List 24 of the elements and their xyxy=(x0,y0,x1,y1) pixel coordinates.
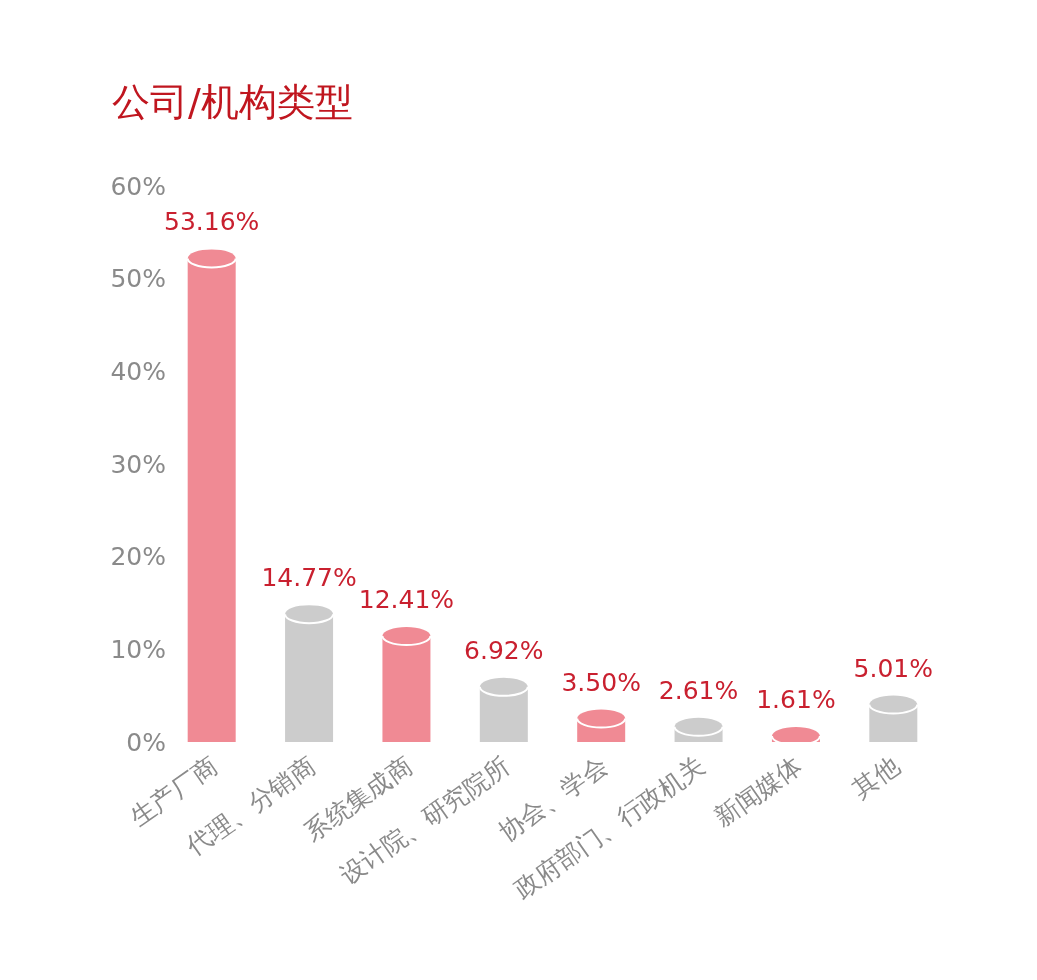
data-label: 6.92% xyxy=(464,635,544,665)
y-tick-label: 10% xyxy=(110,635,166,665)
data-label: 12.41% xyxy=(358,585,455,614)
y-tick-label: 50% xyxy=(110,264,166,294)
bar xyxy=(479,677,528,742)
bar xyxy=(285,605,334,742)
y-tick-label: 60% xyxy=(110,171,166,201)
bar xyxy=(869,695,918,742)
bar xyxy=(187,249,236,742)
y-tick-label: 40% xyxy=(110,357,166,387)
y-tick-label: 30% xyxy=(110,449,166,479)
x-tick-label: 其他 xyxy=(847,751,905,804)
data-label: 53.16% xyxy=(164,207,260,237)
bar xyxy=(577,709,626,742)
chart-title: 公司/机构类型 xyxy=(112,80,353,124)
data-label: 3.50% xyxy=(561,667,641,697)
data-label: 2.61% xyxy=(658,675,739,705)
data-label: 5.01% xyxy=(853,653,934,683)
y-tick-label: 20% xyxy=(110,542,166,572)
bar xyxy=(382,627,431,742)
x-tick-label: 新闻媒体 xyxy=(708,751,808,833)
y-tick-label: 0% xyxy=(126,727,166,757)
data-label: 1.61% xyxy=(756,685,836,715)
data-label: 14.77% xyxy=(261,563,357,593)
